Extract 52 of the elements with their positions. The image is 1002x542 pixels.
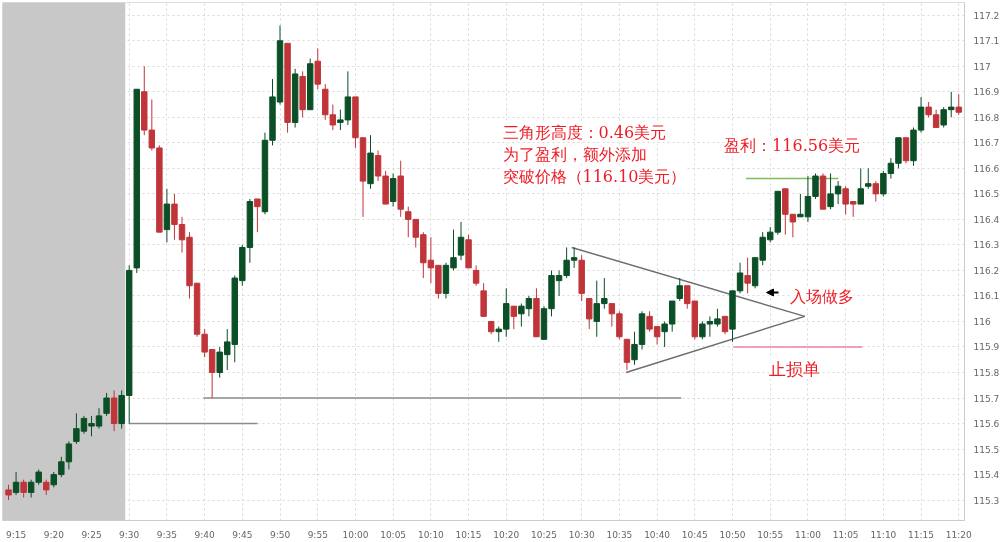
y-tick-label: 116.3 <box>973 240 1000 251</box>
annotation: 三角形高度：0.46美元 <box>502 122 667 142</box>
y-tick-label: 116.7 <box>973 138 1000 149</box>
x-tick-label: 9:30 <box>119 529 140 540</box>
y-tick-label: 115.6 <box>973 419 1000 430</box>
x-tick-label: 10:10 <box>417 529 445 540</box>
x-tick-label: 9:55 <box>307 529 328 540</box>
y-tick-label: 117.2 <box>973 10 1000 21</box>
y-tick-label: 115.8 <box>973 368 1000 378</box>
annotation: 止损单 <box>768 358 820 379</box>
y-tick-label: 115.7 <box>973 393 1000 404</box>
x-tick-label: 10:25 <box>531 529 557 540</box>
y-tick-label: 116.4 <box>973 214 1000 225</box>
x-tick-label: 10:30 <box>568 529 595 540</box>
y-tick-label: 117.1 <box>973 36 1000 47</box>
x-tick-label: 9:35 <box>156 529 177 540</box>
x-tick-label: 10:55 <box>757 529 784 540</box>
y-tick-label: 116.5 <box>973 189 1000 200</box>
x-tick-label: 11:20 <box>945 529 972 540</box>
x-tick-label: 11:10 <box>870 529 897 540</box>
x-tick-label: 10:45 <box>681 529 708 540</box>
x-tick-label: 10:35 <box>606 529 633 540</box>
y-tick-label: 116.6 <box>973 163 1000 174</box>
x-tick-label: 10:20 <box>493 529 520 540</box>
y-tick-label: 116 <box>973 316 991 327</box>
y-tick-label: 115.3 <box>973 495 1000 506</box>
annotation: 突破价格（116.10美元） <box>502 166 687 186</box>
y-tick-label: 115.4 <box>973 470 1000 481</box>
x-tick-label: 9:40 <box>194 529 216 540</box>
x-tick-label: 10:05 <box>380 529 407 540</box>
annotation: 入场做多 <box>789 287 854 306</box>
y-tick-label: 116.9 <box>973 87 1000 98</box>
y-tick-label: 115.5 <box>973 444 1000 455</box>
y-tick-label: 116.1 <box>973 291 1000 302</box>
x-tick-label: 11:00 <box>794 529 822 540</box>
x-tick-label: 9:15 <box>5 529 27 540</box>
x-tick-label: 9:20 <box>43 529 65 540</box>
y-tick-label: 115.9 <box>973 342 1000 353</box>
x-tick-label: 10:40 <box>644 529 671 540</box>
y-tick-label: 116.2 <box>973 265 1000 276</box>
x-tick-label: 10:00 <box>342 529 369 540</box>
x-tick-label: 9:50 <box>269 529 291 540</box>
x-tick-label: 10:15 <box>455 529 482 540</box>
x-tick-label: 10:50 <box>719 529 746 540</box>
annotation: 为了盈利，额外添加 <box>502 144 647 164</box>
y-tick-label: 117 <box>973 61 991 72</box>
x-tick-label: 11:15 <box>908 529 935 540</box>
y-tick-label: 116.8 <box>973 112 1000 123</box>
x-tick-label: 9:45 <box>232 529 253 540</box>
annotation: 盈利：116.56美元 <box>724 136 861 156</box>
x-tick-label: 11:05 <box>832 529 859 540</box>
x-tick-label: 9:25 <box>81 529 102 540</box>
